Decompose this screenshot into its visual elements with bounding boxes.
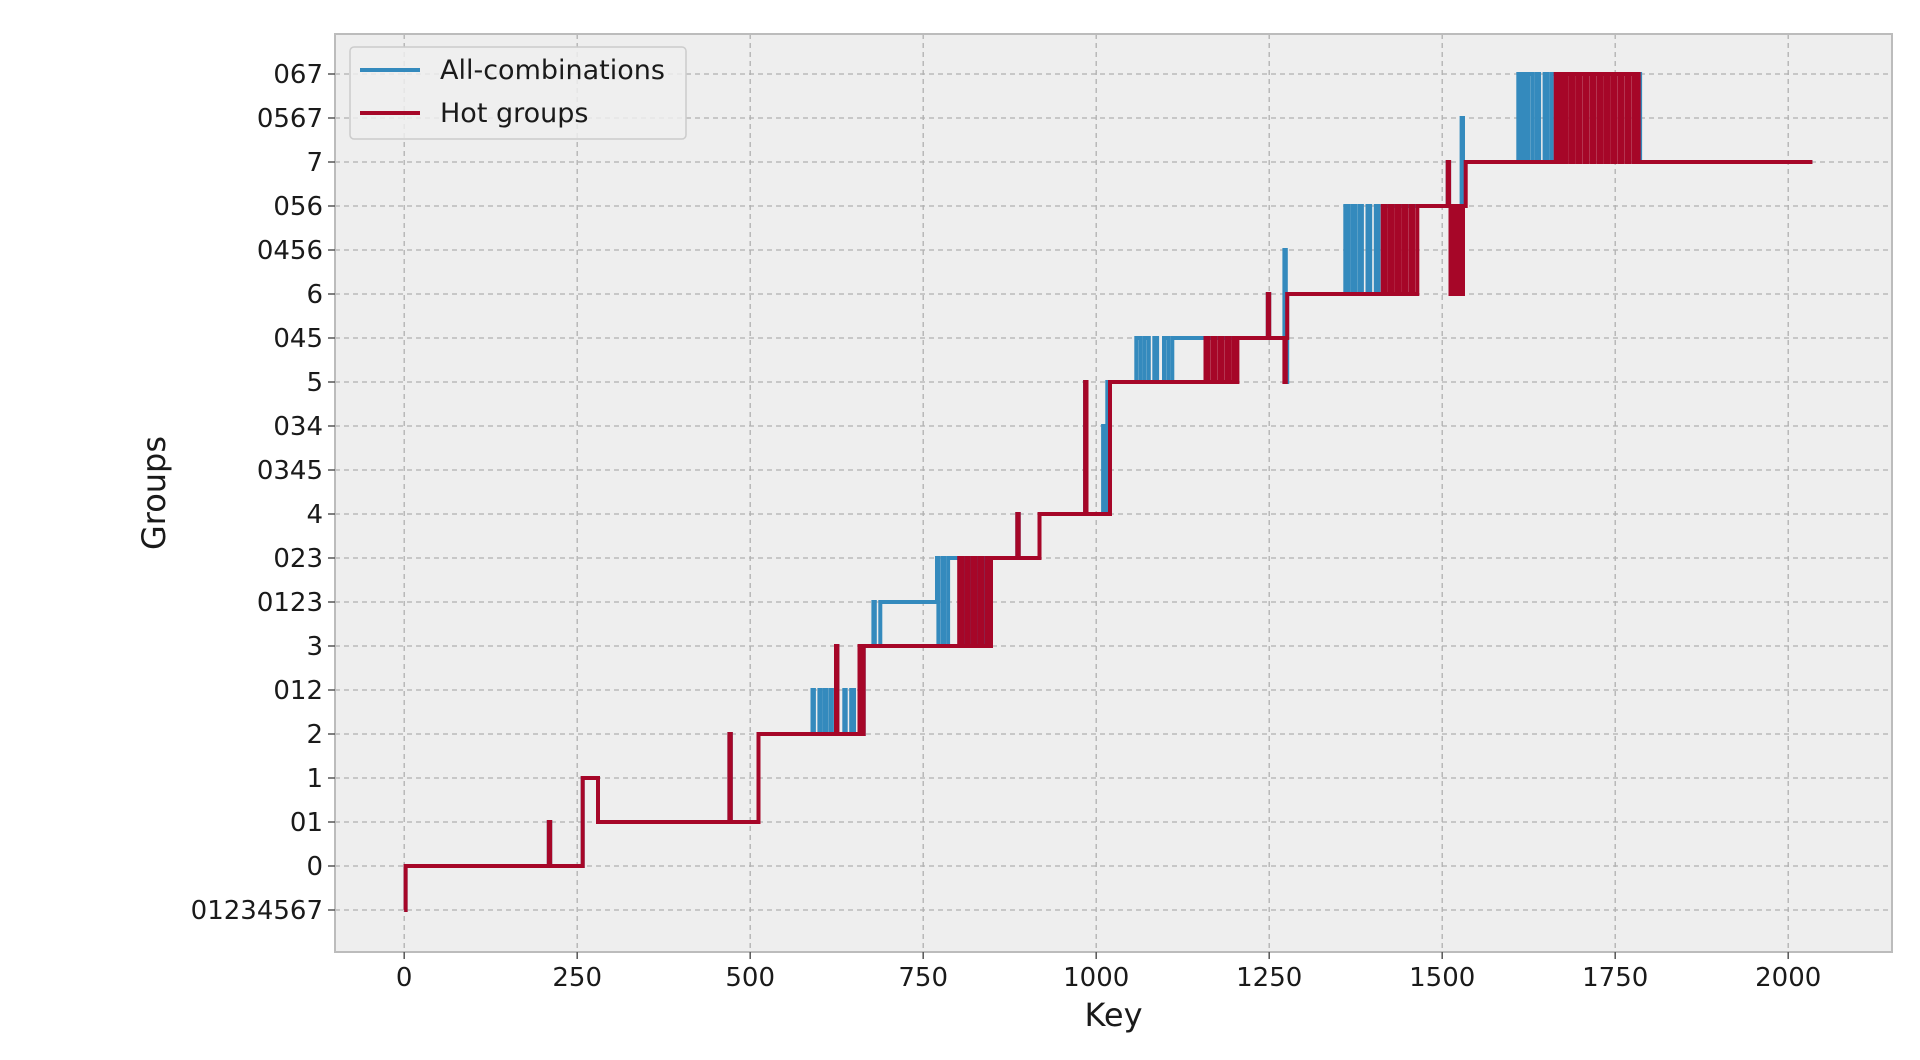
legend-label-all-combinations: All-combinations — [440, 55, 665, 86]
y-tick-label: 045 — [273, 324, 323, 354]
y-tick-label: 2 — [306, 720, 323, 750]
y-tick-label: 0 — [306, 852, 323, 882]
y-tick-label: 6 — [306, 280, 323, 310]
y-tick-label: 034 — [273, 412, 323, 442]
x-axis-title: Key — [1084, 996, 1142, 1034]
y-tick-label: 0456 — [257, 236, 323, 266]
x-tick-label: 1500 — [1409, 963, 1475, 993]
y-tick-label: 056 — [273, 192, 323, 222]
y-tick-label: 1 — [306, 764, 323, 794]
y-axis-ticks: 0123456700112012301230234034503450456045… — [191, 60, 335, 926]
series-line-hot-groups — [403, 72, 1813, 912]
x-tick-label: 1000 — [1063, 963, 1129, 993]
plot-frame — [334, 33, 1893, 953]
legend: All-combinations Hot groups — [349, 46, 687, 140]
grid-lines — [335, 34, 1892, 952]
y-tick-label: 3 — [306, 632, 323, 662]
x-tick-label: 750 — [898, 963, 948, 993]
legend-box — [349, 46, 687, 140]
y-tick-label: 023 — [273, 544, 323, 574]
y-tick-label: 012 — [273, 676, 323, 706]
x-tick-label: 2000 — [1755, 963, 1821, 993]
series-lines — [403, 72, 1813, 912]
y-tick-label: 067 — [273, 60, 323, 90]
y-tick-label: 0567 — [257, 104, 323, 134]
y-tick-label: 7 — [306, 148, 323, 178]
y-tick-label: 01 — [290, 808, 323, 838]
y-tick-label: 0345 — [257, 456, 323, 486]
x-tick-label: 1250 — [1236, 963, 1302, 993]
x-tick-label: 1750 — [1582, 963, 1648, 993]
y-tick-label: 4 — [306, 500, 323, 530]
y-axis-title: Groups — [135, 436, 173, 550]
y-tick-label: 0123 — [257, 588, 323, 618]
x-tick-label: 250 — [552, 963, 602, 993]
y-tick-label: 5 — [306, 368, 323, 398]
x-axis-ticks: 0 250 500 750 1000 1250 1500 1750 2000 — [396, 952, 1821, 993]
y-tick-label: 01234567 — [191, 896, 323, 926]
x-tick-label: 0 — [396, 963, 413, 993]
plot-background — [335, 34, 1892, 952]
legend-label-hot-groups: Hot groups — [440, 98, 588, 129]
x-tick-label: 500 — [725, 963, 775, 993]
